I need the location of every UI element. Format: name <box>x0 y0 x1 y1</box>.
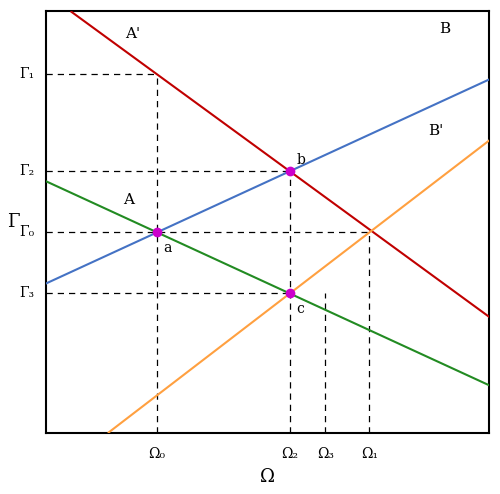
Text: A: A <box>123 193 134 207</box>
Text: Γ₃: Γ₃ <box>19 287 34 300</box>
Text: Ω₂: Ω₂ <box>281 447 298 461</box>
Text: Γ₁: Γ₁ <box>19 67 34 82</box>
Text: Ω: Ω <box>260 468 275 487</box>
Text: A': A' <box>125 27 140 41</box>
Text: a: a <box>164 241 172 255</box>
Text: Γ: Γ <box>7 213 20 231</box>
Text: Γ₂: Γ₂ <box>19 165 34 178</box>
Text: Ω₁: Ω₁ <box>361 447 378 461</box>
Text: Ω₃: Ω₃ <box>316 447 334 461</box>
Text: B: B <box>439 22 450 37</box>
Text: b: b <box>296 153 306 167</box>
Text: Γ₀: Γ₀ <box>19 225 34 240</box>
Text: c: c <box>296 302 304 316</box>
Text: Ω₀: Ω₀ <box>148 447 166 461</box>
Text: B': B' <box>428 124 444 137</box>
